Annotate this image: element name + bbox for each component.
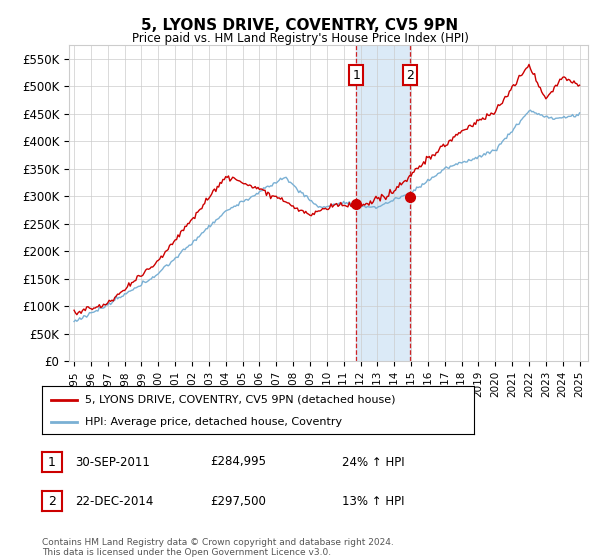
Text: 22-DEC-2014: 22-DEC-2014 [75, 494, 154, 508]
Bar [356, 45, 410, 361]
Text: 1: 1 [48, 455, 56, 469]
Text: £297,500: £297,500 [210, 494, 266, 508]
Text: £284,995: £284,995 [210, 455, 266, 469]
Text: 24% ↑ HPI: 24% ↑ HPI [342, 455, 404, 469]
Text: 5, LYONS DRIVE, COVENTRY, CV5 9PN: 5, LYONS DRIVE, COVENTRY, CV5 9PN [142, 18, 458, 34]
Text: HPI: Average price, detached house, Coventry: HPI: Average price, detached house, Cove… [85, 417, 343, 427]
Text: Price paid vs. HM Land Registry's House Price Index (HPI): Price paid vs. HM Land Registry's House … [131, 32, 469, 45]
Text: 2: 2 [48, 494, 56, 508]
Text: 30-SEP-2011: 30-SEP-2011 [75, 455, 150, 469]
Text: Contains HM Land Registry data © Crown copyright and database right 2024.
This d: Contains HM Land Registry data © Crown c… [42, 538, 394, 557]
Text: 2: 2 [406, 68, 415, 82]
Text: 5, LYONS DRIVE, COVENTRY, CV5 9PN (detached house): 5, LYONS DRIVE, COVENTRY, CV5 9PN (detac… [85, 395, 396, 405]
Text: 13% ↑ HPI: 13% ↑ HPI [342, 494, 404, 508]
Text: 1: 1 [352, 68, 360, 82]
